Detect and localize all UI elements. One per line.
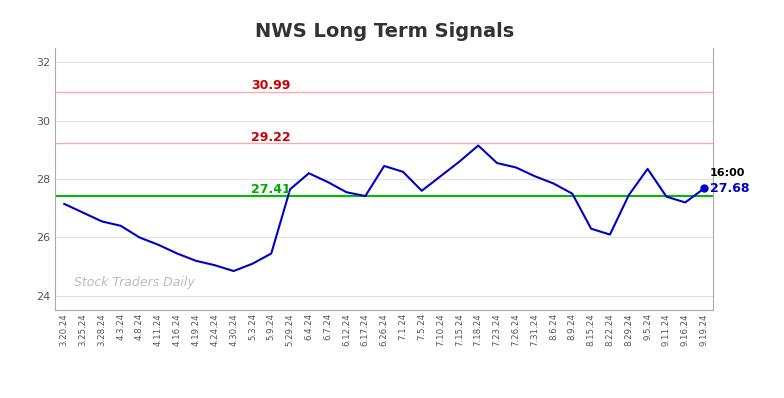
Text: 27.68: 27.68 [710,182,750,195]
Title: NWS Long Term Signals: NWS Long Term Signals [255,21,514,41]
Text: 30.99: 30.99 [252,79,291,92]
Text: 29.22: 29.22 [252,131,291,144]
Text: Stock Traders Daily: Stock Traders Daily [74,275,194,289]
Text: 27.41: 27.41 [252,183,291,196]
Text: 16:00: 16:00 [710,168,745,178]
